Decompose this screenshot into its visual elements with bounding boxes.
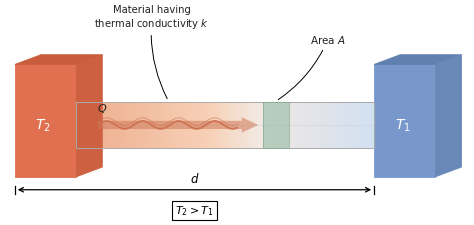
Bar xyxy=(195,103,200,148)
Bar xyxy=(173,103,177,148)
Bar xyxy=(359,103,364,148)
Bar xyxy=(285,103,289,148)
Bar xyxy=(340,103,345,148)
Bar xyxy=(95,103,99,148)
Bar xyxy=(292,103,296,148)
Bar xyxy=(114,103,118,148)
Bar xyxy=(210,103,215,148)
Text: $d$: $d$ xyxy=(190,171,199,185)
Bar xyxy=(237,103,240,148)
Text: $T_2$: $T_2$ xyxy=(36,117,51,134)
Text: $T_2 > T_1$: $T_2 > T_1$ xyxy=(175,203,214,217)
Bar xyxy=(240,103,244,148)
Bar xyxy=(344,103,348,148)
Bar xyxy=(177,103,181,148)
Bar xyxy=(207,103,211,148)
Bar xyxy=(300,103,304,148)
Bar xyxy=(247,103,252,148)
Text: $Q$: $Q$ xyxy=(97,101,107,114)
Bar xyxy=(266,103,270,148)
Bar xyxy=(162,103,166,148)
Bar xyxy=(214,103,218,148)
Bar xyxy=(263,103,289,148)
Bar xyxy=(136,103,140,148)
Bar xyxy=(203,103,207,148)
Bar xyxy=(155,103,159,148)
Text: $T_1$: $T_1$ xyxy=(394,117,410,134)
Bar xyxy=(91,103,95,148)
Bar xyxy=(221,103,226,148)
Bar xyxy=(229,103,233,148)
Bar xyxy=(326,103,330,148)
Bar xyxy=(110,103,114,148)
Bar xyxy=(273,103,278,148)
Bar xyxy=(191,103,196,148)
Bar xyxy=(277,103,282,148)
Bar xyxy=(315,103,319,148)
Bar xyxy=(76,103,374,148)
Bar xyxy=(147,103,151,148)
Bar xyxy=(15,65,76,177)
Bar xyxy=(169,103,173,148)
Bar xyxy=(151,103,155,148)
Bar xyxy=(303,103,308,148)
Bar xyxy=(307,103,311,148)
Bar xyxy=(289,103,292,148)
Bar xyxy=(370,103,374,148)
Bar xyxy=(139,103,144,148)
Bar xyxy=(99,103,103,148)
Bar xyxy=(181,103,185,148)
Bar xyxy=(199,103,203,148)
Polygon shape xyxy=(98,118,258,133)
Bar xyxy=(225,103,229,148)
Bar xyxy=(251,103,255,148)
Bar xyxy=(84,103,88,148)
Bar xyxy=(333,103,337,148)
Bar xyxy=(128,103,133,148)
Text: Material having
thermal conductivity $k$: Material having thermal conductivity $k$ xyxy=(94,5,210,99)
Bar xyxy=(270,103,274,148)
Bar xyxy=(125,103,129,148)
Bar xyxy=(363,103,367,148)
Bar xyxy=(188,103,192,148)
Polygon shape xyxy=(436,56,462,177)
Bar xyxy=(80,103,84,148)
Text: Area $A$: Area $A$ xyxy=(278,34,346,100)
Bar xyxy=(263,103,289,148)
Bar xyxy=(244,103,248,148)
Bar xyxy=(233,103,237,148)
Bar xyxy=(165,103,170,148)
Bar xyxy=(352,103,356,148)
Bar xyxy=(184,103,189,148)
Bar xyxy=(318,103,322,148)
Polygon shape xyxy=(374,56,462,65)
Bar xyxy=(374,65,436,177)
Bar xyxy=(259,103,263,148)
Bar xyxy=(263,103,266,148)
Bar xyxy=(117,103,121,148)
Bar xyxy=(366,103,371,148)
Bar xyxy=(88,103,91,148)
Bar xyxy=(106,103,110,148)
Polygon shape xyxy=(15,56,102,65)
Bar xyxy=(255,103,259,148)
Bar xyxy=(132,103,137,148)
Bar xyxy=(143,103,147,148)
Bar xyxy=(121,103,125,148)
Bar xyxy=(356,103,360,148)
Bar xyxy=(322,103,326,148)
Bar xyxy=(76,103,81,148)
Polygon shape xyxy=(76,56,102,177)
Bar xyxy=(337,103,341,148)
Bar xyxy=(296,103,300,148)
Bar xyxy=(158,103,163,148)
Bar xyxy=(329,103,334,148)
Bar xyxy=(348,103,352,148)
Bar xyxy=(218,103,222,148)
Bar xyxy=(281,103,285,148)
Bar xyxy=(311,103,315,148)
Bar xyxy=(102,103,107,148)
